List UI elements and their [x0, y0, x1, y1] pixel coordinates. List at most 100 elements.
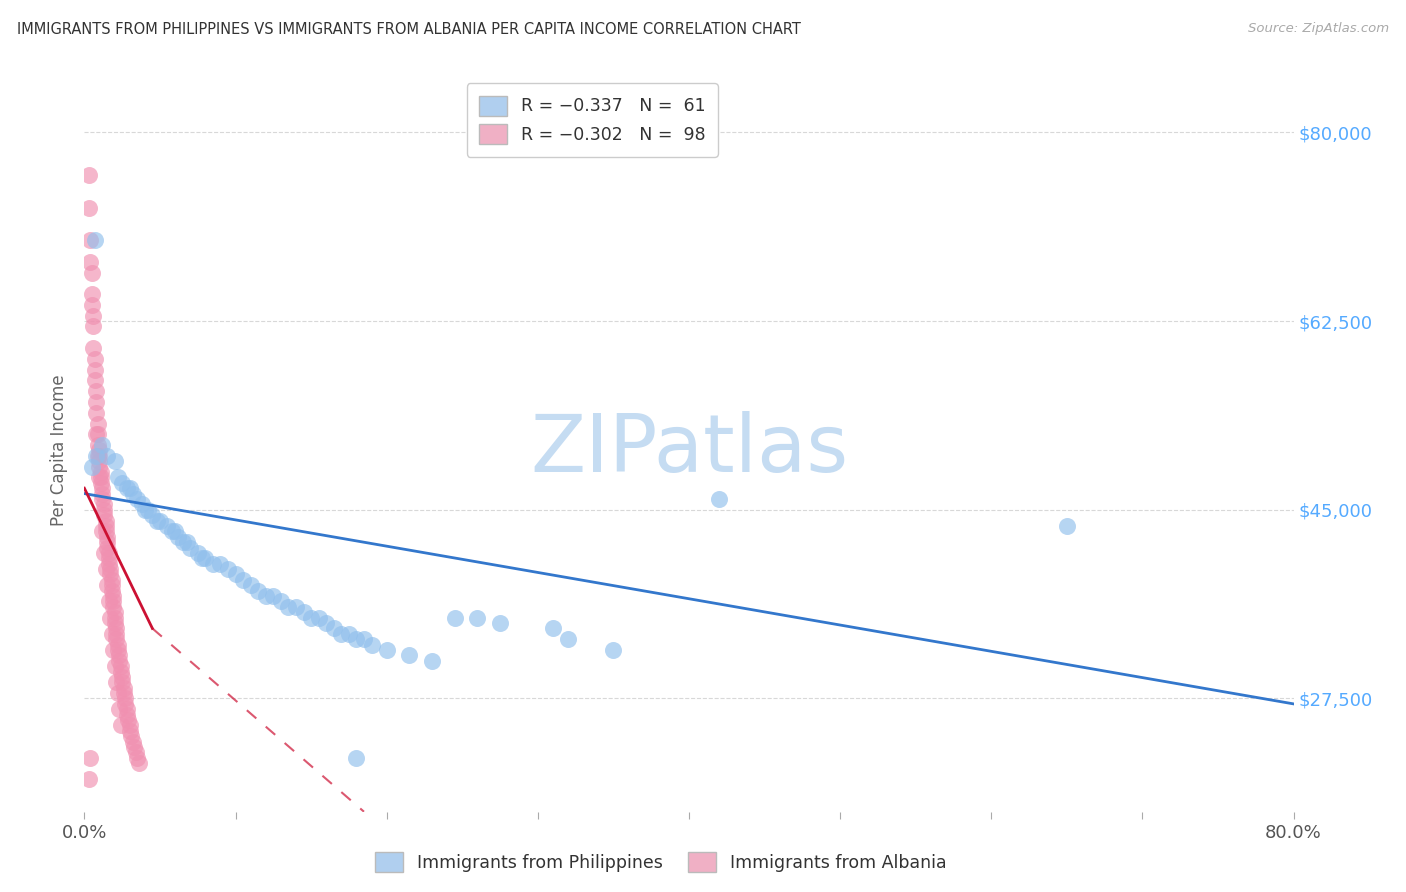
Point — [115, 707, 138, 722]
Point — [91, 486, 114, 500]
Point — [91, 524, 114, 539]
Point — [80, 266, 103, 280]
Point — [82, 309, 104, 323]
Point — [108, 702, 131, 716]
Point — [239, 578, 262, 592]
Point — [127, 751, 149, 765]
Point — [110, 659, 132, 673]
Point — [114, 697, 136, 711]
Point — [117, 713, 139, 727]
Point — [107, 638, 129, 652]
Point — [141, 508, 163, 523]
Point — [110, 665, 132, 679]
Point — [80, 459, 103, 474]
Point — [112, 686, 135, 700]
Point — [89, 459, 111, 474]
Point — [1056, 519, 1078, 533]
Point — [80, 298, 103, 312]
Point — [77, 201, 100, 215]
Point — [86, 427, 108, 442]
Point — [90, 470, 112, 484]
Point — [90, 475, 112, 490]
Point — [101, 589, 124, 603]
Point — [105, 621, 128, 635]
Point — [91, 438, 114, 452]
Point — [285, 599, 308, 614]
Point — [121, 734, 143, 748]
Point — [104, 610, 127, 624]
Point — [115, 702, 138, 716]
Point — [105, 675, 128, 690]
Point — [97, 594, 120, 608]
Point — [337, 627, 360, 641]
Point — [91, 481, 114, 495]
Point — [104, 615, 127, 630]
Point — [97, 557, 120, 571]
Point — [375, 643, 398, 657]
Point — [96, 578, 118, 592]
Point — [105, 627, 128, 641]
Text: ZIPatlas: ZIPatlas — [530, 411, 848, 490]
Point — [104, 659, 127, 673]
Point — [322, 621, 344, 635]
Point — [167, 530, 190, 544]
Point — [93, 497, 115, 511]
Point — [104, 605, 127, 619]
Point — [315, 615, 337, 630]
Point — [112, 681, 135, 695]
Point — [96, 449, 118, 463]
Point — [77, 169, 100, 183]
Point — [93, 546, 115, 560]
Point — [104, 454, 127, 468]
Point — [98, 610, 121, 624]
Point — [91, 491, 114, 506]
Y-axis label: Per Capita Income: Per Capita Income — [51, 375, 69, 526]
Point — [96, 541, 118, 555]
Point — [121, 486, 143, 500]
Point — [110, 718, 132, 732]
Point — [80, 287, 103, 301]
Point — [330, 627, 353, 641]
Point — [146, 514, 169, 528]
Point — [84, 233, 107, 247]
Point — [194, 551, 217, 566]
Point — [87, 449, 110, 463]
Point — [87, 438, 110, 452]
Point — [86, 395, 108, 409]
Point — [217, 562, 239, 576]
Point — [360, 638, 382, 652]
Point — [100, 573, 122, 587]
Point — [160, 524, 183, 539]
Point — [254, 589, 277, 603]
Point — [156, 519, 179, 533]
Point — [201, 557, 224, 571]
Point — [111, 670, 134, 684]
Point — [86, 406, 108, 420]
Point — [346, 751, 368, 765]
Point — [97, 551, 120, 566]
Point — [209, 557, 232, 571]
Point — [149, 514, 172, 528]
Point — [232, 573, 254, 587]
Point — [101, 599, 124, 614]
Point — [86, 384, 108, 399]
Point — [187, 546, 209, 560]
Point — [602, 643, 624, 657]
Point — [443, 610, 465, 624]
Point — [118, 481, 141, 495]
Point — [299, 610, 322, 624]
Point — [93, 508, 115, 523]
Point — [131, 497, 153, 511]
Point — [191, 551, 214, 566]
Point — [111, 675, 134, 690]
Point — [709, 491, 731, 506]
Point — [89, 449, 111, 463]
Point — [118, 723, 141, 738]
Point — [107, 643, 129, 657]
Point — [94, 514, 117, 528]
Legend: Immigrants from Philippines, Immigrants from Albania: Immigrants from Philippines, Immigrants … — [368, 845, 953, 879]
Point — [87, 427, 110, 442]
Point — [467, 610, 489, 624]
Point — [118, 718, 141, 732]
Point — [420, 654, 443, 668]
